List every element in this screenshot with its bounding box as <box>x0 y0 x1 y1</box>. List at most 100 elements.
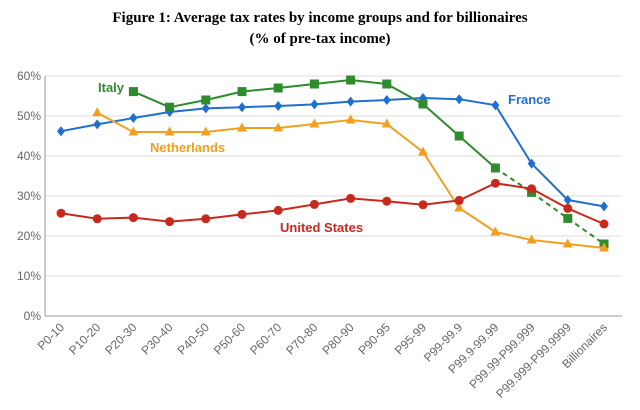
data-point <box>382 196 392 206</box>
series-line-segment <box>350 99 387 103</box>
data-point <box>345 114 356 124</box>
data-point <box>563 213 573 223</box>
data-point <box>128 87 138 97</box>
series-line-segment <box>133 111 170 119</box>
data-point <box>309 79 319 89</box>
series-line-segment <box>567 217 605 245</box>
series-line-segment <box>278 83 315 89</box>
series-line-segment <box>97 216 134 220</box>
data-point <box>599 219 609 229</box>
y-tick-label: 60% <box>17 69 41 83</box>
data-point <box>418 99 428 109</box>
x-tick-label: P50-60 <box>211 320 248 357</box>
series-line-segment <box>531 239 568 245</box>
series-line-segment <box>241 209 279 216</box>
series-line-segment <box>60 123 98 133</box>
series-line-segment <box>458 135 497 169</box>
data-point <box>490 226 501 236</box>
data-point <box>129 113 138 123</box>
series-line-segment <box>567 207 605 225</box>
series-line-segment <box>350 197 387 203</box>
series-line-segment <box>422 151 461 209</box>
series-line-segment <box>133 216 170 223</box>
data-point <box>165 102 175 112</box>
y-tick-label: 20% <box>17 229 41 243</box>
series-line-segment <box>386 83 424 105</box>
data-point <box>273 83 283 93</box>
series-line-segment <box>241 87 279 93</box>
series-line-segment <box>386 200 424 206</box>
data-point <box>201 95 211 105</box>
data-point <box>346 75 356 85</box>
data-point <box>527 184 537 194</box>
series-line-segment <box>314 197 351 206</box>
data-point <box>454 195 464 205</box>
data-point <box>418 146 428 156</box>
data-point <box>92 107 103 117</box>
series-line-segment <box>278 103 315 107</box>
data-point <box>309 118 320 128</box>
series-line-segment <box>422 199 460 206</box>
data-point <box>238 102 246 113</box>
data-point <box>346 193 356 203</box>
y-tick-label: 0% <box>24 309 42 323</box>
series-line-segment <box>530 162 569 201</box>
data-point <box>600 201 608 212</box>
series-france <box>57 93 608 212</box>
x-tick-label: P40-50 <box>175 320 212 357</box>
series-line-segment <box>567 243 605 249</box>
data-point <box>93 119 102 130</box>
series-line-segment <box>278 203 315 212</box>
series-netherlands <box>92 107 609 252</box>
series-label-italy: Italy <box>98 80 125 95</box>
series-line-segment <box>96 111 134 133</box>
data-point <box>527 158 536 169</box>
series-line-segment <box>531 187 569 210</box>
data-point <box>57 126 65 137</box>
series-line-segment <box>350 79 387 85</box>
series-line-segment <box>60 212 98 220</box>
x-tick-label: P80-90 <box>319 320 356 357</box>
series-line-segment <box>278 123 315 129</box>
series-line-segment <box>459 98 496 107</box>
data-point <box>56 208 66 218</box>
data-point <box>273 122 284 132</box>
data-point <box>599 242 609 252</box>
data-point <box>309 199 319 209</box>
series-line-segment <box>205 127 243 133</box>
series-line-segment <box>169 107 206 113</box>
data-point <box>237 122 247 132</box>
series-line-segment <box>133 90 170 109</box>
data-point <box>274 101 283 111</box>
data-point <box>563 203 573 213</box>
series-italy <box>128 75 609 249</box>
series-line-segment <box>422 97 460 101</box>
series-line-segment <box>458 207 496 233</box>
x-tick-label: P70-80 <box>283 320 320 357</box>
data-point <box>526 234 537 244</box>
y-tick-label: 50% <box>17 109 41 123</box>
series-line-segment <box>97 117 134 126</box>
data-point <box>92 214 102 224</box>
series-line-segment <box>531 191 569 220</box>
series-label-united-states: United States <box>280 220 363 235</box>
series-united-states <box>56 178 609 229</box>
y-tick-label: 30% <box>17 189 41 203</box>
series-line-segment <box>494 104 533 165</box>
data-point <box>200 126 211 136</box>
series-line-segment <box>314 119 351 125</box>
series-line-segment <box>386 123 424 153</box>
data-point <box>454 131 464 141</box>
series-line-segment <box>567 199 605 208</box>
data-point <box>381 118 392 128</box>
series-line-segment <box>422 103 460 137</box>
y-tick-label: 40% <box>17 149 41 163</box>
data-point <box>563 195 572 205</box>
x-tick-label: P0-10 <box>35 320 68 353</box>
series-label-netherlands: Netherlands <box>150 140 225 155</box>
series-line-segment <box>314 79 351 85</box>
x-tick-label: P20-30 <box>102 320 139 357</box>
data-point <box>128 126 139 136</box>
data-point <box>201 103 210 114</box>
chart-title: Figure 1: Average tax rates by income gr… <box>112 10 528 26</box>
